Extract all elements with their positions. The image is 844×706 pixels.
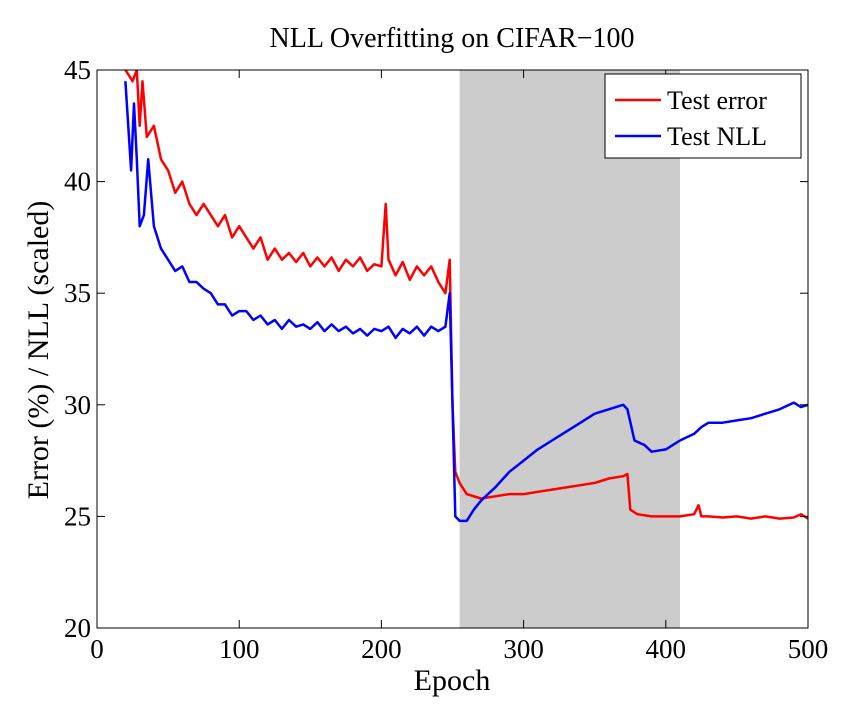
y-tick-label: 35	[64, 278, 91, 308]
y-tick-label: 30	[64, 390, 91, 420]
legend-label-test-nll: Test NLL	[667, 122, 767, 151]
x-tick-label: 400	[646, 634, 687, 664]
x-tick-label: 200	[361, 634, 402, 664]
x-tick-label: 500	[788, 634, 829, 664]
x-tick-label: 100	[219, 634, 260, 664]
x-tick-label: 0	[90, 634, 104, 664]
shaded-region	[459, 70, 681, 628]
y-tick-label: 40	[64, 167, 91, 197]
y-tick-label: 45	[64, 55, 91, 85]
chart-title: NLL Overfitting on CIFAR−100	[270, 23, 635, 54]
series-line-test-nll	[124, 81, 808, 523]
legend-label-test-error: Test error	[667, 86, 767, 115]
axes-frame	[96, 69, 809, 629]
series-line-test-error	[124, 70, 808, 520]
legend: Test error Test NLL	[604, 73, 802, 159]
x-tick-label: 300	[503, 634, 544, 664]
y-tick-label: 20	[64, 613, 91, 643]
legend-box	[604, 73, 802, 159]
y-tick-label: 25	[64, 501, 91, 531]
x-axis-label: Epoch	[414, 664, 491, 697]
y-axis-label: Error (%) / NLL (scaled)	[22, 201, 55, 500]
